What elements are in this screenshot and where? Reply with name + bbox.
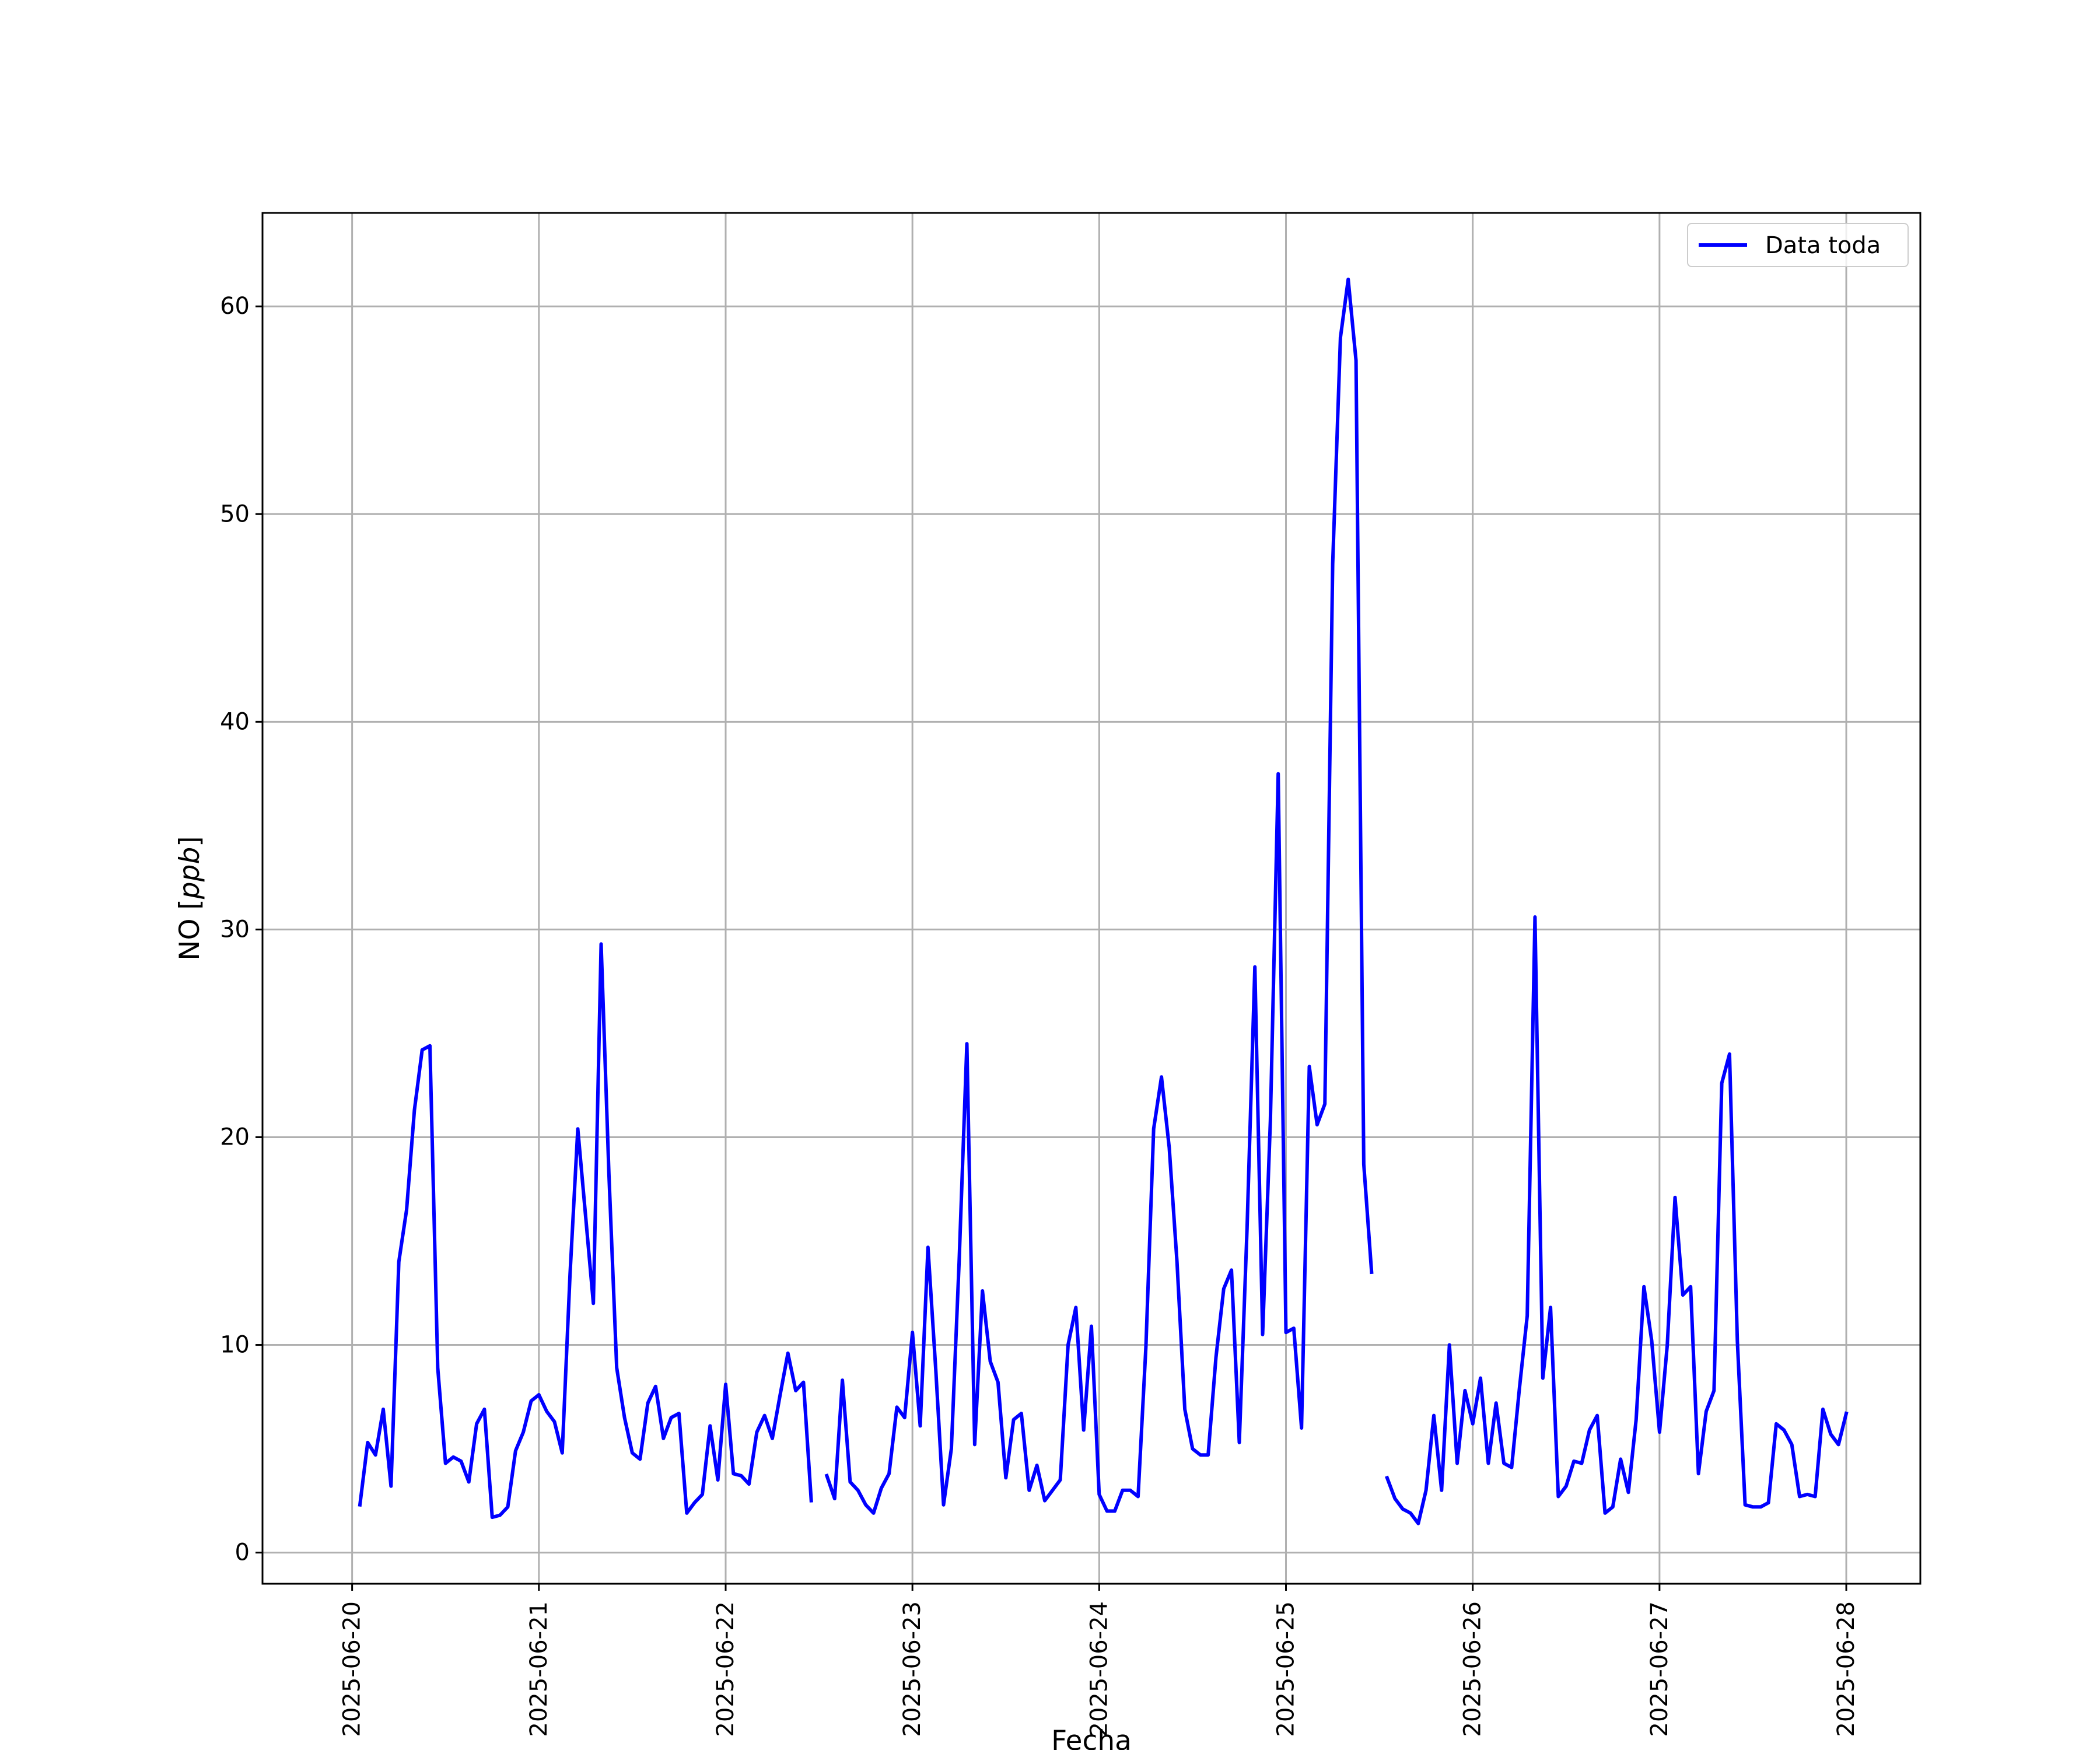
y-axis-label-main: NO [	[174, 899, 206, 960]
y-tick-label: 10	[220, 1332, 250, 1359]
y-tick-label: 50	[220, 501, 250, 527]
x-axis-label: Fecha	[1051, 1725, 1132, 1750]
legend: Data toda	[1687, 223, 1909, 267]
y-axis-label-unit: ppb	[174, 847, 206, 900]
legend-label-data-toda: Data toda	[1765, 232, 1881, 259]
x-tick-label: 2025-06-28	[1833, 1601, 1860, 1737]
y-tick-label: 40	[220, 708, 250, 735]
series-line-segment	[1385, 915, 1849, 1525]
x-tick-label: 2025-06-27	[1646, 1601, 1673, 1737]
y-axis-label: NO [ppb]	[174, 836, 206, 960]
y-tick-label: 30	[220, 916, 250, 943]
plot-area-frame	[261, 212, 1922, 1585]
x-tick-label: 2025-06-21	[526, 1601, 552, 1737]
y-tick-label: 60	[220, 293, 250, 320]
x-tick-label: 2025-06-26	[1460, 1601, 1486, 1737]
y-axis-label-end: ]	[174, 836, 206, 846]
series-line-segment	[824, 277, 1374, 1515]
series-line-segment	[358, 942, 813, 1520]
x-tick-label: 2025-06-24	[1086, 1601, 1112, 1737]
y-tick-label: 0	[235, 1539, 250, 1566]
y-tick-label: 20	[220, 1124, 250, 1150]
x-tick-label: 2025-06-22	[712, 1601, 739, 1737]
data-series-layer	[358, 277, 1849, 1525]
x-tick-label: 2025-06-23	[899, 1601, 926, 1737]
legend-box	[1687, 223, 1909, 267]
axis-ticks: 2025-06-20 2025-06-21 2025-06-22 2025-06-23…	[220, 293, 1860, 1737]
x-tick-label: 2025-06-25	[1273, 1601, 1300, 1737]
x-tick-label: 2025-06-20	[339, 1601, 366, 1737]
